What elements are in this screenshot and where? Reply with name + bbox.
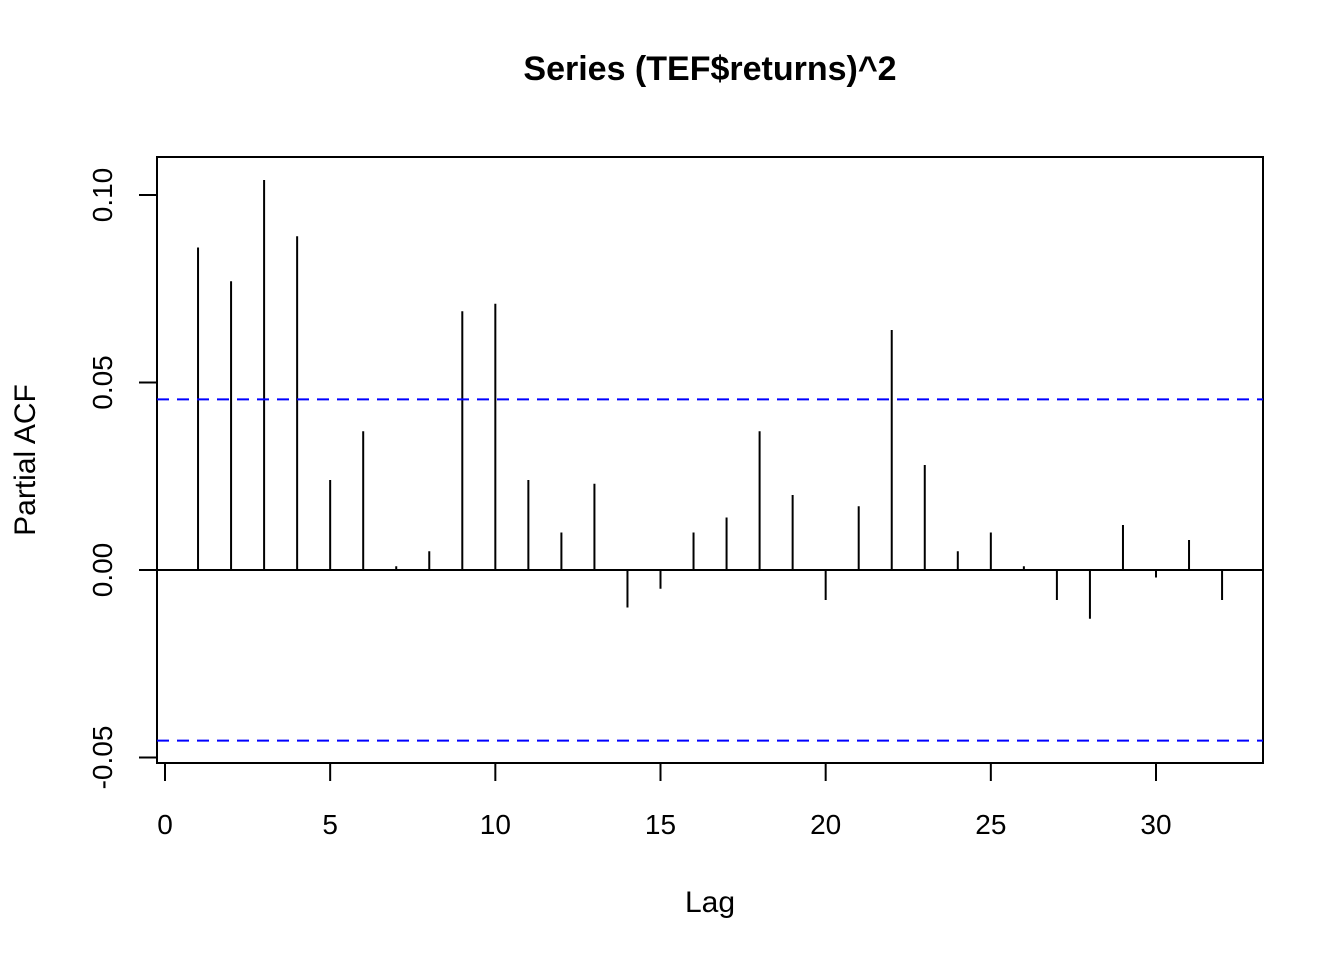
x-tick-label: 5 <box>322 809 338 840</box>
x-tick-label: 0 <box>157 809 173 840</box>
pacf-spikes <box>197 180 1224 619</box>
y-tick-label: 0.00 <box>87 543 118 598</box>
x-tick-label: 10 <box>480 809 511 840</box>
chart-title: Series (TEF$returns)^2 <box>523 50 896 88</box>
y-axis-label: Partial ACF <box>9 384 42 536</box>
plot-frame <box>156 156 1264 764</box>
x-tick-label: 30 <box>1140 809 1171 840</box>
x-axis: 0 5 10 15 20 25 30 <box>157 762 1172 840</box>
y-tick-label: 0.05 <box>87 355 118 410</box>
x-axis-label: Lag <box>685 886 735 919</box>
y-axis: -0.05 0.00 0.05 0.10 <box>87 168 158 790</box>
y-tick-label: -0.05 <box>87 726 118 790</box>
x-tick-label: 25 <box>975 809 1006 840</box>
x-tick-label: 15 <box>645 809 676 840</box>
x-tick-label: 20 <box>810 809 841 840</box>
y-tick-label: 0.10 <box>87 168 118 223</box>
reference-lines <box>157 398 1263 742</box>
